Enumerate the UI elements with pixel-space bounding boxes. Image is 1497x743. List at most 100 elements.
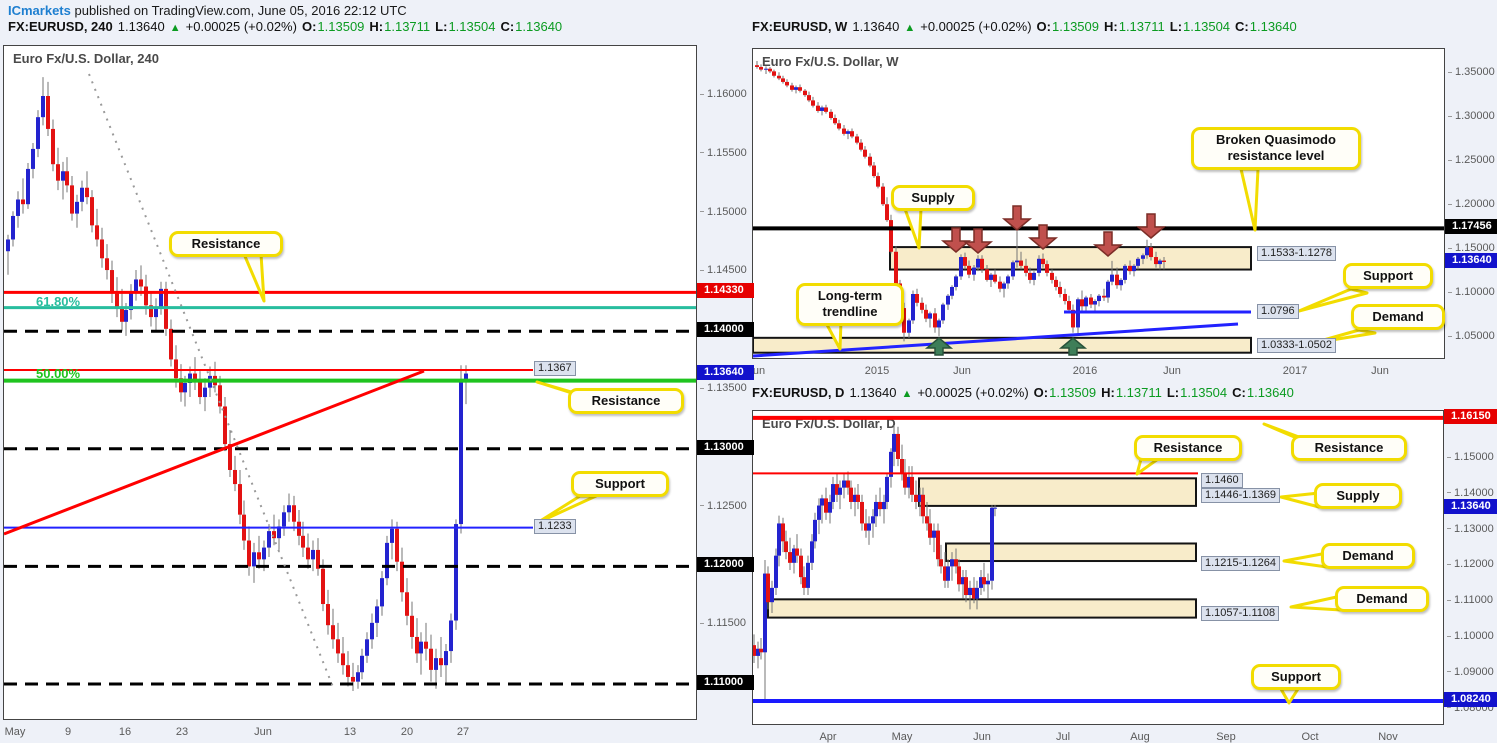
candle-up — [31, 148, 35, 169]
candle-down — [878, 501, 882, 510]
candle-down — [1154, 257, 1158, 265]
candle-up — [820, 107, 824, 111]
candle-down — [326, 604, 330, 626]
price-badge: 1.14330 — [697, 283, 754, 299]
callout-demand: Demand — [1321, 543, 1415, 570]
open-value: 1.13509 — [1052, 19, 1099, 34]
candle-up — [252, 552, 256, 567]
callout-tail — [242, 252, 266, 303]
candle-down — [90, 197, 94, 226]
y-axis-tick: 1.12500 — [700, 500, 747, 512]
sell-arrow-icon — [1135, 213, 1167, 239]
candle-down — [781, 523, 785, 542]
candle-up — [838, 487, 842, 495]
candle-down — [795, 548, 799, 556]
candle-up — [1141, 255, 1145, 259]
candle-down — [247, 540, 251, 567]
candle-up — [124, 310, 128, 322]
candle-down — [842, 128, 846, 134]
trendline — [753, 322, 1239, 358]
callout-tail — [1135, 457, 1160, 476]
candle-up — [959, 257, 963, 277]
trendline — [88, 73, 334, 688]
chart-canvas-4h — [4, 73, 696, 692]
x-axis-tick: 20 — [400, 726, 414, 738]
y-axis-tick: 1.30000 — [1448, 110, 1495, 122]
candle-up — [763, 573, 767, 653]
candle-down — [46, 96, 50, 129]
candle-up — [262, 547, 266, 560]
candle-up — [1011, 262, 1015, 277]
candle-down — [803, 90, 807, 96]
candle-down — [872, 165, 876, 177]
candle-down — [982, 577, 986, 585]
candle-up — [950, 559, 954, 567]
candle-up — [918, 494, 922, 502]
chart-title: Euro Fx/U.S. Dollar, 240 — [13, 51, 159, 66]
x-axis-tick: Jul — [1055, 731, 1071, 743]
sell-arrow-icon — [1001, 205, 1033, 231]
open-value: 1.13509 — [1049, 385, 1097, 400]
demand-zone-2 — [767, 598, 1197, 619]
candle-down — [833, 118, 837, 124]
candle-down — [910, 476, 914, 495]
candle-down — [149, 305, 153, 318]
candle-up — [911, 294, 915, 321]
close-label: C: — [1235, 19, 1249, 34]
candle-down — [1019, 260, 1023, 266]
candle-up — [1006, 276, 1010, 284]
price-range-tag: 1.1057-1.1108 — [1201, 606, 1280, 621]
candle-down — [331, 625, 335, 640]
candle-up — [1106, 281, 1110, 298]
candle-up — [282, 512, 286, 527]
price-badge: 1.08240 — [1444, 692, 1497, 707]
candle-up — [954, 276, 958, 287]
candle-up — [1123, 265, 1127, 280]
publish-info: published on TradingView.com, June 05, 2… — [70, 3, 407, 18]
candle-down — [1024, 265, 1028, 273]
candle-down — [316, 549, 320, 569]
candle-up — [61, 171, 65, 181]
candle-down — [1089, 297, 1093, 305]
candle-down — [70, 185, 74, 214]
candle-down — [816, 105, 820, 111]
price-range-tag: 1.1367 — [534, 361, 576, 376]
candle-up — [11, 215, 15, 240]
callout-support: Support — [1251, 664, 1341, 691]
y-axis-tick: 1.25000 — [1448, 154, 1495, 166]
y-axis-tick: 1.15000 — [1448, 242, 1495, 254]
supply-zone — [918, 477, 1197, 507]
callout-tail — [1297, 287, 1369, 313]
price-plot-daily: Euro Fx/U.S. Dollar, D Resistance Resista… — [752, 410, 1444, 725]
candle-up — [941, 304, 945, 321]
x-axis-tick: 27 — [456, 726, 470, 738]
sell-arrow-icon — [940, 227, 972, 253]
candle-down — [863, 149, 867, 157]
candle-down — [410, 615, 414, 637]
candle-down — [218, 385, 222, 407]
x-axis-tick: 23 — [175, 726, 189, 738]
y-axis-tick: 1.15500 — [700, 147, 747, 159]
candle-down — [193, 373, 197, 381]
candle-down — [980, 258, 984, 270]
y-axis-tick: 1.15000 — [1447, 451, 1494, 463]
symbol-name: FX:EURUSD, D — [752, 385, 845, 400]
candle-up — [203, 387, 207, 398]
candle-down — [301, 535, 305, 548]
candle-up — [764, 68, 768, 70]
price-badge: 1.13640 — [1444, 498, 1497, 514]
x-axis-tick: Sep — [1216, 731, 1236, 743]
candle-up — [817, 505, 821, 520]
symbol-name: FX:EURUSD, W — [752, 19, 848, 34]
price-badge: 1.13640 — [1445, 252, 1497, 268]
high-value: 1.13711 — [1118, 19, 1165, 34]
candle-down — [824, 498, 828, 513]
candle-up — [950, 286, 954, 296]
candle-down — [56, 164, 60, 181]
candle-up — [1145, 247, 1149, 256]
price-plot-weekly: Euro Fx/U.S. Dollar, W Supply Long-term t… — [752, 48, 1445, 359]
candle-up — [810, 541, 814, 563]
price-range-tag: 1.1460 — [1201, 473, 1243, 488]
price-range-tag: 1.0333-1.0502 — [1257, 338, 1336, 353]
chart-canvas-weekly — [753, 60, 1444, 358]
